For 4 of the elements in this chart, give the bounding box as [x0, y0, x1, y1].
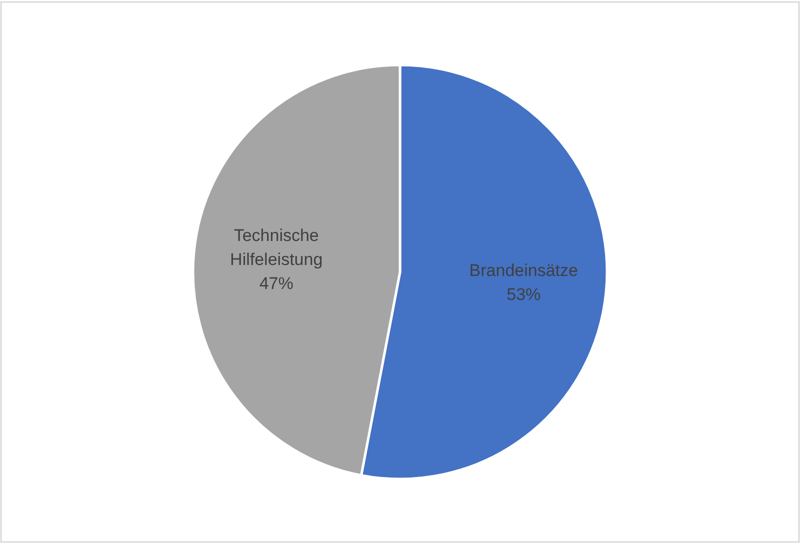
slice-label: Technische Hilfeleistung	[230, 226, 323, 269]
data-label: 47%	[259, 274, 294, 293]
slice-label: Brandeinsätze	[469, 261, 578, 280]
data-label: 53%	[506, 285, 541, 304]
